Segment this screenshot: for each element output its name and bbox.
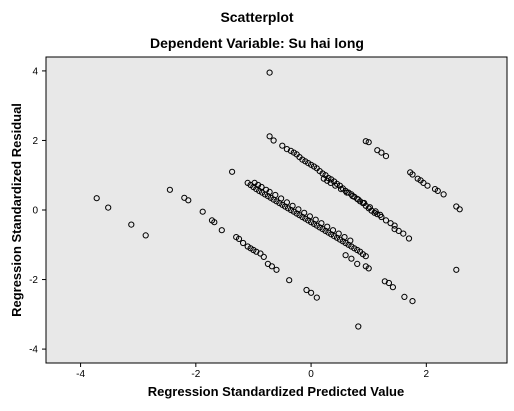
data-point — [286, 277, 293, 284]
data-point — [355, 323, 362, 330]
data-point — [199, 208, 206, 215]
data-point — [349, 193, 356, 200]
data-point — [270, 137, 277, 144]
data-point — [366, 204, 373, 211]
plot-area — [45, 56, 508, 364]
x-tick-label: -2 — [191, 369, 200, 380]
data-point — [318, 220, 325, 227]
data-point — [440, 191, 447, 198]
data-point — [306, 213, 313, 220]
data-point — [128, 221, 135, 228]
data-point — [420, 179, 427, 186]
data-point — [229, 168, 236, 175]
data-point — [266, 133, 273, 140]
data-point — [303, 286, 310, 294]
data-point — [313, 294, 320, 301]
data-point — [93, 195, 100, 202]
data-point — [105, 204, 112, 211]
data-point — [385, 279, 392, 287]
data-point — [295, 206, 302, 213]
data-point — [365, 265, 372, 272]
data-point — [347, 237, 354, 244]
data-point — [355, 196, 362, 203]
data-point — [327, 179, 334, 186]
data-point — [424, 182, 431, 189]
data-point — [268, 263, 275, 270]
x-tick-label: -4 — [76, 369, 85, 380]
data-point — [453, 266, 460, 273]
data-point — [456, 206, 463, 213]
data-point — [329, 227, 337, 234]
data-point — [218, 227, 225, 234]
chart-subtitle: Dependent Variable: Su hai long — [150, 35, 364, 51]
x-axis-label: Regression Standardized Predicted Value — [148, 384, 404, 399]
data-point — [279, 142, 286, 149]
data-point — [405, 235, 413, 242]
data-point — [283, 199, 290, 206]
axis-ticks: -4 -2 0 2 -4 -2 0 2 4 — [29, 66, 429, 380]
y-tick-label: 0 — [32, 206, 38, 217]
data-point — [409, 171, 416, 178]
y-tick-label: -2 — [29, 275, 38, 286]
chart-title: Scatterplot — [220, 9, 293, 25]
data-point — [142, 232, 149, 239]
data-point — [343, 189, 350, 196]
data-point — [260, 253, 267, 260]
data-point — [332, 182, 339, 189]
data-point — [382, 217, 390, 224]
data-point — [273, 266, 280, 273]
data-point — [258, 183, 265, 191]
data-point — [166, 186, 173, 193]
data-point — [257, 250, 264, 257]
data-point — [308, 289, 315, 296]
y-axis-label: Regression Standardized Residual — [9, 103, 24, 317]
data-point — [255, 181, 262, 189]
data-point — [378, 149, 385, 156]
data-point — [391, 222, 398, 229]
data-point — [400, 230, 407, 237]
data-point — [382, 153, 390, 160]
data-point — [365, 139, 372, 146]
data-point — [409, 298, 416, 305]
data-points — [93, 69, 463, 330]
data-point — [372, 208, 379, 215]
data-point — [312, 216, 319, 223]
y-tick-label: 2 — [32, 136, 38, 147]
data-point — [401, 293, 408, 300]
data-point — [342, 252, 349, 259]
data-point — [389, 284, 396, 291]
data-point — [211, 219, 218, 226]
data-point — [185, 197, 192, 204]
data-point — [348, 255, 355, 262]
data-point — [354, 260, 361, 267]
data-point — [362, 253, 369, 260]
data-point — [272, 191, 279, 199]
data-point — [377, 211, 384, 218]
x-tick-label: 0 — [308, 369, 314, 380]
data-point — [395, 227, 402, 234]
data-point — [301, 209, 308, 216]
data-point — [235, 235, 243, 242]
y-tick-label: 4 — [32, 66, 38, 77]
y-tick-label: -4 — [29, 345, 38, 356]
data-point — [362, 138, 369, 145]
data-point — [289, 202, 296, 209]
data-point — [266, 69, 273, 76]
data-point — [341, 234, 348, 241]
data-point — [266, 188, 273, 195]
data-point — [434, 187, 441, 194]
x-tick-label: 2 — [424, 369, 430, 380]
data-point — [337, 186, 345, 193]
data-point — [324, 223, 331, 230]
data-point — [335, 230, 342, 237]
data-point — [361, 199, 368, 207]
data-point — [240, 239, 247, 247]
data-point — [278, 195, 285, 202]
